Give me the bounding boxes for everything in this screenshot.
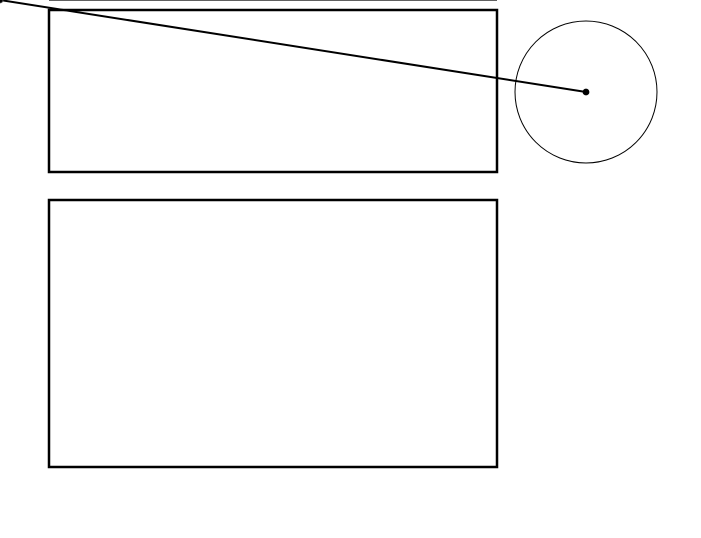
velocity-scatter-plot: [47, 8, 499, 174]
info-row-records: [514, 501, 669, 520]
azimuth-tip-marker: [0, 0, 4, 4]
bottom-plot-frame: [47, 198, 499, 469]
info-row-distance: [514, 390, 669, 409]
top-plot-frame: [47, 8, 499, 174]
station-pair: [514, 222, 669, 241]
azimuth-dial: [0, 0, 658, 164]
info-row-azimuth: [514, 445, 669, 464]
station-center-marker: [582, 88, 590, 96]
info-row-longitude: [514, 334, 669, 353]
plots-canvas: [0, 0, 658, 469]
azimuth-needle: [0, 0, 587, 93]
spectrum-line-plot: [47, 0, 499, 469]
dial-circle: [514, 20, 658, 164]
info-row-latitude: [514, 278, 669, 297]
station-info-panel: [514, 185, 669, 538]
